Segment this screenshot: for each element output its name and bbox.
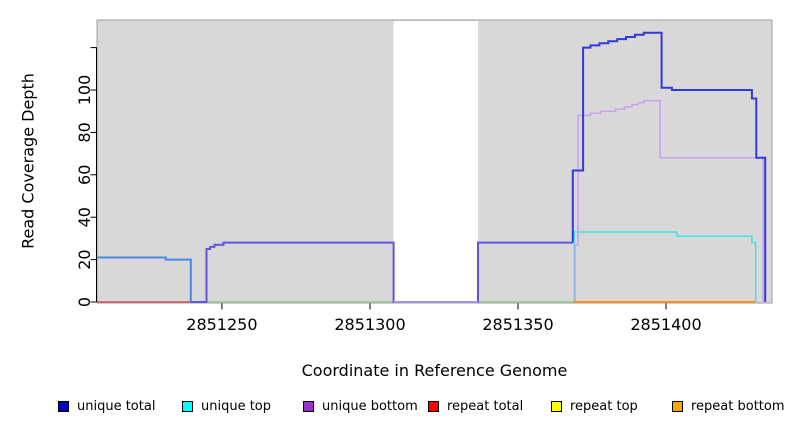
y-tick-label: 60 — [75, 165, 94, 185]
unique-total-right-line — [571, 31, 767, 302]
legend-item-unique-bottom: unique bottom — [303, 398, 418, 414]
legend-swatch-unique-top — [182, 400, 193, 412]
y-tick-label: 40 — [75, 207, 94, 227]
x-axis-title: Coordinate in Reference Genome — [301, 361, 568, 380]
legend-item-repeat-total: repeat total — [428, 398, 523, 414]
x-tick-label: 2851400 — [630, 315, 701, 334]
legend-item-repeat-top: repeat top — [551, 398, 638, 414]
legend-label-unique-total: unique total — [77, 398, 156, 414]
y-tick-label: 100 — [75, 75, 94, 106]
unique-bottom-line — [574, 99, 764, 302]
unique-total-left-line — [97, 256, 192, 302]
y-tick-label: 0 — [75, 297, 94, 307]
legend-item-unique-total: unique total — [58, 398, 155, 414]
x-tick-label: 2851350 — [482, 315, 553, 334]
legend-label-unique-bottom: unique bottom — [322, 398, 418, 414]
legend-swatch-repeat-total — [428, 400, 439, 412]
legend-swatch-repeat-bottom — [672, 400, 683, 412]
legend-label-repeat-top: repeat top — [570, 398, 638, 414]
legend-label-repeat-total: repeat total — [447, 398, 524, 414]
legend-label-unique-top: unique top — [201, 398, 272, 414]
y-tick-label: 20 — [75, 249, 94, 269]
legend-label-repeat-bottom: repeat bottom — [691, 398, 785, 414]
legend-swatch-unique-bottom — [303, 400, 314, 412]
y-tick-label: 80 — [75, 122, 94, 142]
legend-swatch-unique-total — [58, 400, 69, 412]
legend-item-unique-top: unique top — [182, 398, 271, 414]
plot-canvas: 0 20 40 60 80 100 2851250 2851300 2851350 2851400 — [75, 19, 773, 334]
legend: unique total unique top unique bottom re… — [0, 398, 792, 418]
y-axis-title-text: Read Coverage Depth — [18, 73, 38, 249]
x-tick-label: 2851300 — [334, 315, 405, 334]
x-tick-label: 2851250 — [186, 315, 257, 334]
coverage-gap-region — [393, 21, 478, 302]
legend-swatch-repeat-top — [551, 400, 562, 412]
unique-top-line — [573, 231, 757, 302]
legend-item-repeat-bottom: repeat bottom — [672, 398, 785, 414]
